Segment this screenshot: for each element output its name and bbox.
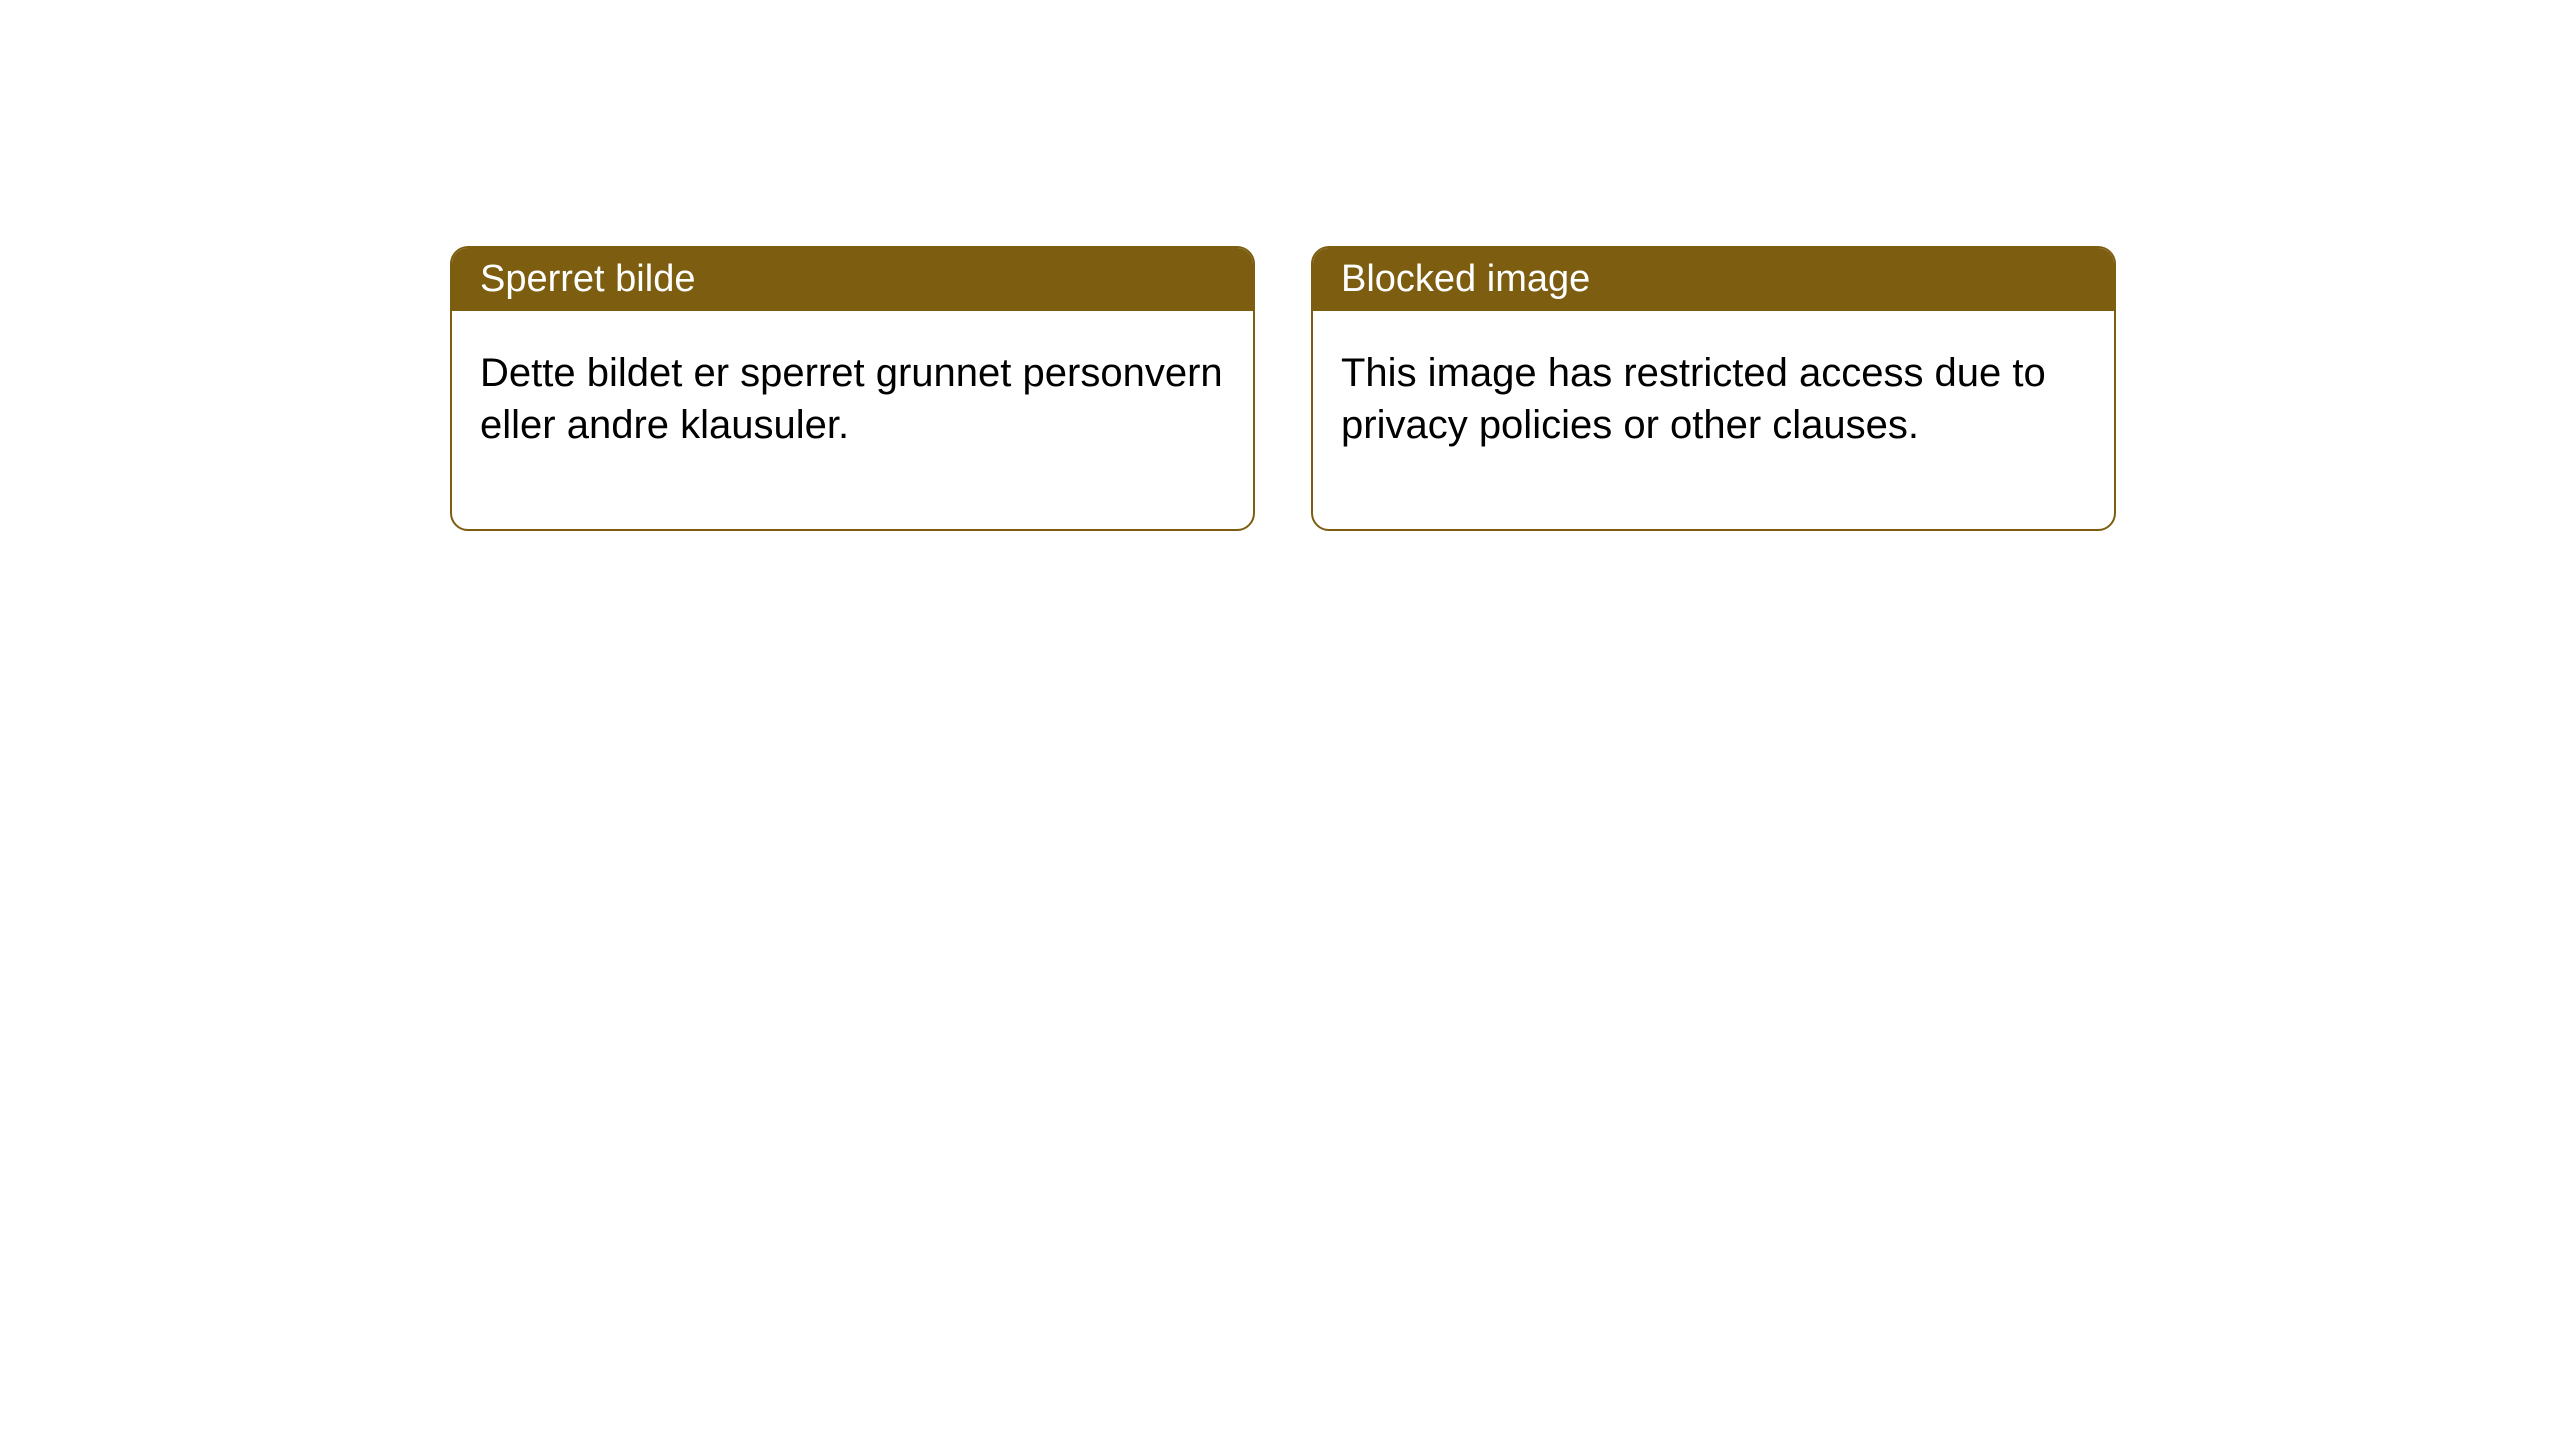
card-title: Sperret bilde <box>480 258 695 300</box>
card-body-text: This image has restricted access due to … <box>1341 351 2046 447</box>
card-title: Blocked image <box>1341 258 1590 300</box>
notice-card-norwegian: Sperret bilde Dette bildet er sperret gr… <box>450 246 1255 531</box>
card-body: This image has restricted access due to … <box>1313 311 2114 529</box>
card-body: Dette bildet er sperret grunnet personve… <box>452 311 1253 529</box>
card-header: Blocked image <box>1313 248 2114 311</box>
card-header: Sperret bilde <box>452 248 1253 311</box>
notice-cards-container: Sperret bilde Dette bildet er sperret gr… <box>0 0 2560 531</box>
card-body-text: Dette bildet er sperret grunnet personve… <box>480 351 1223 447</box>
notice-card-english: Blocked image This image has restricted … <box>1311 246 2116 531</box>
